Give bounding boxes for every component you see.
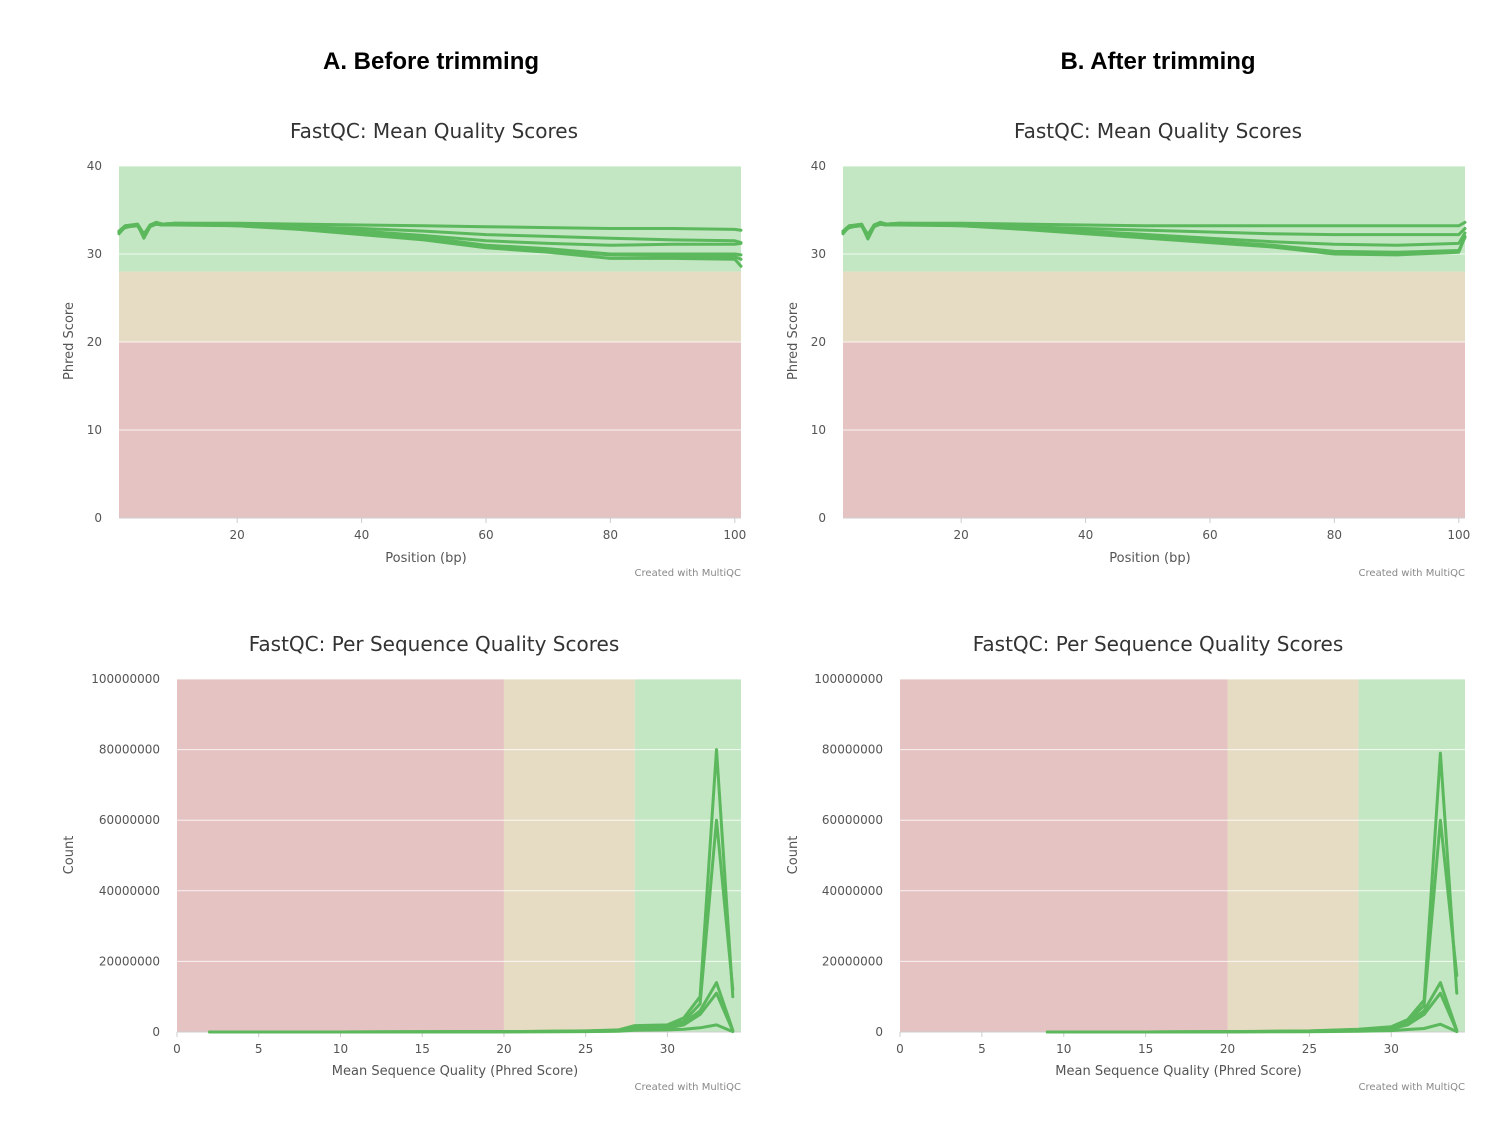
band-warn: [503, 679, 635, 1032]
x-tick-label: 20: [230, 528, 245, 542]
band-warn: [843, 271, 1465, 342]
chart-title: FastQC: Per Sequence Quality Scores: [249, 632, 620, 656]
y-tick-label: 30: [87, 247, 102, 261]
x-tick-label: 100: [723, 528, 746, 542]
y-tick-label: 20000000: [99, 954, 160, 968]
x-tick-label: 5: [255, 1042, 263, 1056]
multiqc-credit: Created with MultiQC: [1359, 568, 1465, 579]
x-tick-label: 15: [415, 1042, 430, 1056]
x-tick-label: 30: [660, 1042, 675, 1056]
y-axis-label: Phred Score: [786, 302, 801, 380]
band-good: [1358, 679, 1465, 1032]
series-line-4: [1045, 1022, 1459, 1034]
y-tick-label: 80000000: [99, 743, 160, 757]
x-tick-label: 15: [1138, 1042, 1153, 1056]
multiqc-credit: Created with MultiQC: [635, 1082, 741, 1093]
y-tick-label: 60000000: [822, 813, 883, 827]
x-axis-label: Position (bp): [385, 551, 466, 566]
band-bad: [900, 679, 1228, 1032]
x-tick-label: 20: [954, 528, 969, 542]
chart-a_perseq: 0 20000000 40000000 60000000 80000000 1000000…: [62, 632, 741, 1093]
y-tick-label: 20: [811, 335, 826, 349]
series-line-5: [117, 221, 743, 257]
x-tick-label: 0: [896, 1042, 904, 1056]
y-axis-label: Phred Score: [62, 302, 77, 380]
chart-title: FastQC: Mean Quality Scores: [1014, 119, 1302, 143]
band-bad: [177, 679, 504, 1032]
x-tick-label: 10: [333, 1042, 348, 1056]
y-tick-label: 40: [811, 159, 826, 173]
x-tick-label: 0: [173, 1042, 181, 1056]
x-tick-label: 20: [496, 1042, 511, 1056]
x-tick-label: 40: [1078, 528, 1093, 542]
y-tick-label: 60000000: [99, 813, 160, 827]
x-tick-label: 80: [1327, 528, 1342, 542]
y-tick-label: 40000000: [99, 884, 160, 898]
series-line-4: [841, 222, 1467, 257]
y-tick-label: 100000000: [814, 672, 883, 686]
x-axis-label: Mean Sequence Quality (Phred Score): [332, 1064, 578, 1079]
y-tick-label: 0: [818, 511, 826, 525]
y-axis-label: Count: [62, 836, 77, 875]
y-tick-label: 100000000: [91, 672, 160, 686]
x-tick-label: 80: [603, 528, 618, 542]
y-tick-label: 10: [811, 423, 826, 437]
x-tick-label: 10: [1056, 1042, 1071, 1056]
x-tick-label: 5: [978, 1042, 986, 1056]
chart-b_mean: 0 10 20 30 40 20 40 60 80 100 FastQC: Mean Quality…: [786, 119, 1470, 579]
x-axis-label: Position (bp): [1109, 551, 1190, 566]
band-warn: [119, 271, 741, 342]
x-tick-label: 60: [478, 528, 493, 542]
band-good: [634, 679, 741, 1032]
x-tick-label: 100: [1447, 528, 1470, 542]
y-tick-label: 80000000: [822, 743, 883, 757]
x-tick-label: 40: [354, 528, 369, 542]
chart-b_perseq: 0 20000000 40000000 60000000 80000000 1000000…: [786, 632, 1465, 1093]
y-tick-label: 40: [87, 159, 102, 173]
y-tick-label: 20: [87, 335, 102, 349]
y-axis-label: Count: [786, 836, 801, 875]
y-tick-label: 10: [87, 423, 102, 437]
x-tick-label: 25: [578, 1042, 593, 1056]
chart-title: FastQC: Mean Quality Scores: [290, 119, 578, 143]
x-tick-label: 60: [1202, 528, 1217, 542]
y-tick-label: 0: [94, 511, 102, 525]
y-tick-label: 20000000: [822, 954, 883, 968]
y-tick-label: 0: [875, 1025, 883, 1039]
x-axis-label: Mean Sequence Quality (Phred Score): [1055, 1064, 1301, 1079]
multiqc-credit: Created with MultiQC: [1359, 1082, 1465, 1093]
chart-a_mean: 0 10 20 30 40 20 40 60 80 100 FastQC: Mean Quality…: [62, 119, 746, 579]
chart-title: FastQC: Per Sequence Quality Scores: [973, 632, 1344, 656]
heading-after-trimming: B. After trimming: [1060, 48, 1256, 75]
band-warn: [1227, 679, 1359, 1032]
multiqc-credit: Created with MultiQC: [635, 568, 741, 579]
y-tick-label: 30: [811, 247, 826, 261]
y-tick-label: 40000000: [822, 884, 883, 898]
y-tick-label: 0: [152, 1025, 160, 1039]
x-tick-label: 25: [1302, 1042, 1317, 1056]
x-tick-label: 30: [1384, 1042, 1399, 1056]
series-line-4: [208, 1023, 735, 1034]
heading-before-trimming: A. Before trimming: [322, 48, 540, 75]
x-tick-label: 20: [1220, 1042, 1235, 1056]
